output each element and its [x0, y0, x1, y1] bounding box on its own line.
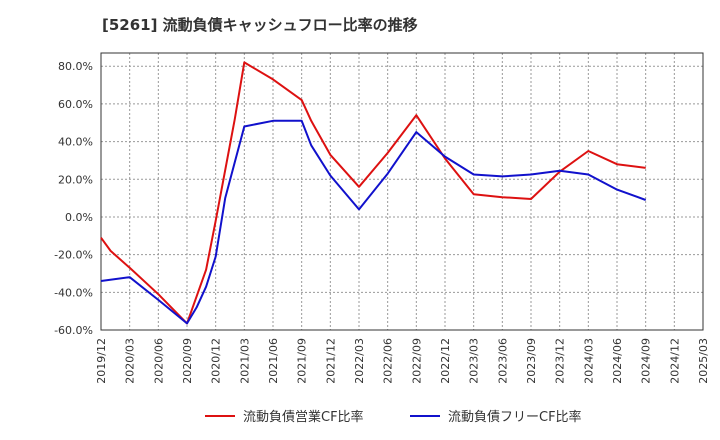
x-tick-label: 2021/09 — [296, 338, 309, 384]
x-tick-label: 2022/12 — [439, 338, 452, 384]
x-tick-label: 2020/06 — [152, 338, 165, 384]
x-tick-label: 2024/09 — [640, 338, 653, 384]
x-tick-label: 2022/09 — [410, 338, 423, 384]
x-tick-label: 2020/03 — [124, 338, 137, 384]
series-line-2 — [100, 119, 647, 325]
x-tick-label: 2021/03 — [238, 338, 251, 384]
legend-label-2: 流動負債フリーCF比率 — [448, 409, 582, 425]
x-tick-label: 2023/03 — [468, 338, 481, 384]
x-tick-label: 2022/03 — [353, 338, 366, 384]
legend: 流動負債営業CF比率 流動負債フリーCF比率 — [205, 409, 582, 425]
legend-label-1: 流動負債営業CF比率 — [243, 409, 364, 425]
x-tick-label: 2020/09 — [181, 338, 194, 384]
plot-area — [101, 53, 703, 330]
x-tick-label: 2020/12 — [210, 338, 223, 384]
y-tick-label: 20.0% — [58, 173, 93, 186]
x-tick-label: 2024/12 — [668, 338, 681, 384]
y-tick-label: -20.0% — [54, 249, 93, 262]
x-tick-label: 2019/12 — [95, 338, 108, 384]
series-layer — [100, 61, 647, 325]
y-tick-label: 0.0% — [65, 211, 93, 224]
x-tick-label: 2025/03 — [697, 338, 710, 384]
y-tick-label: 40.0% — [58, 136, 93, 149]
y-tick-label: 60.0% — [58, 98, 93, 111]
x-tick-label: 2024/06 — [611, 338, 624, 384]
chart-title: [5261] 流動負債キャッシュフロー比率の推移 — [102, 16, 418, 34]
y-tick-label: -40.0% — [54, 286, 93, 299]
x-tick-label: 2022/06 — [382, 338, 395, 384]
axis-layer: 80.0% 60.0% 40.0% 20.0% 0.0% -20.0% -40.0% -60.… — [54, 52, 710, 384]
y-tick-label: 80.0% — [58, 60, 93, 73]
y-tick-label: -60.0% — [54, 324, 93, 337]
plot-frame — [100, 52, 704, 331]
x-tick-label: 2021/06 — [267, 338, 280, 384]
x-tick-label: 2023/12 — [554, 338, 567, 384]
x-tick-label: 2024/03 — [582, 338, 595, 384]
x-tick-label: 2023/06 — [496, 338, 509, 384]
x-tick-label: 2023/09 — [525, 338, 538, 384]
grid-layer — [100, 53, 704, 331]
x-tick-label: 2021/12 — [324, 338, 337, 384]
